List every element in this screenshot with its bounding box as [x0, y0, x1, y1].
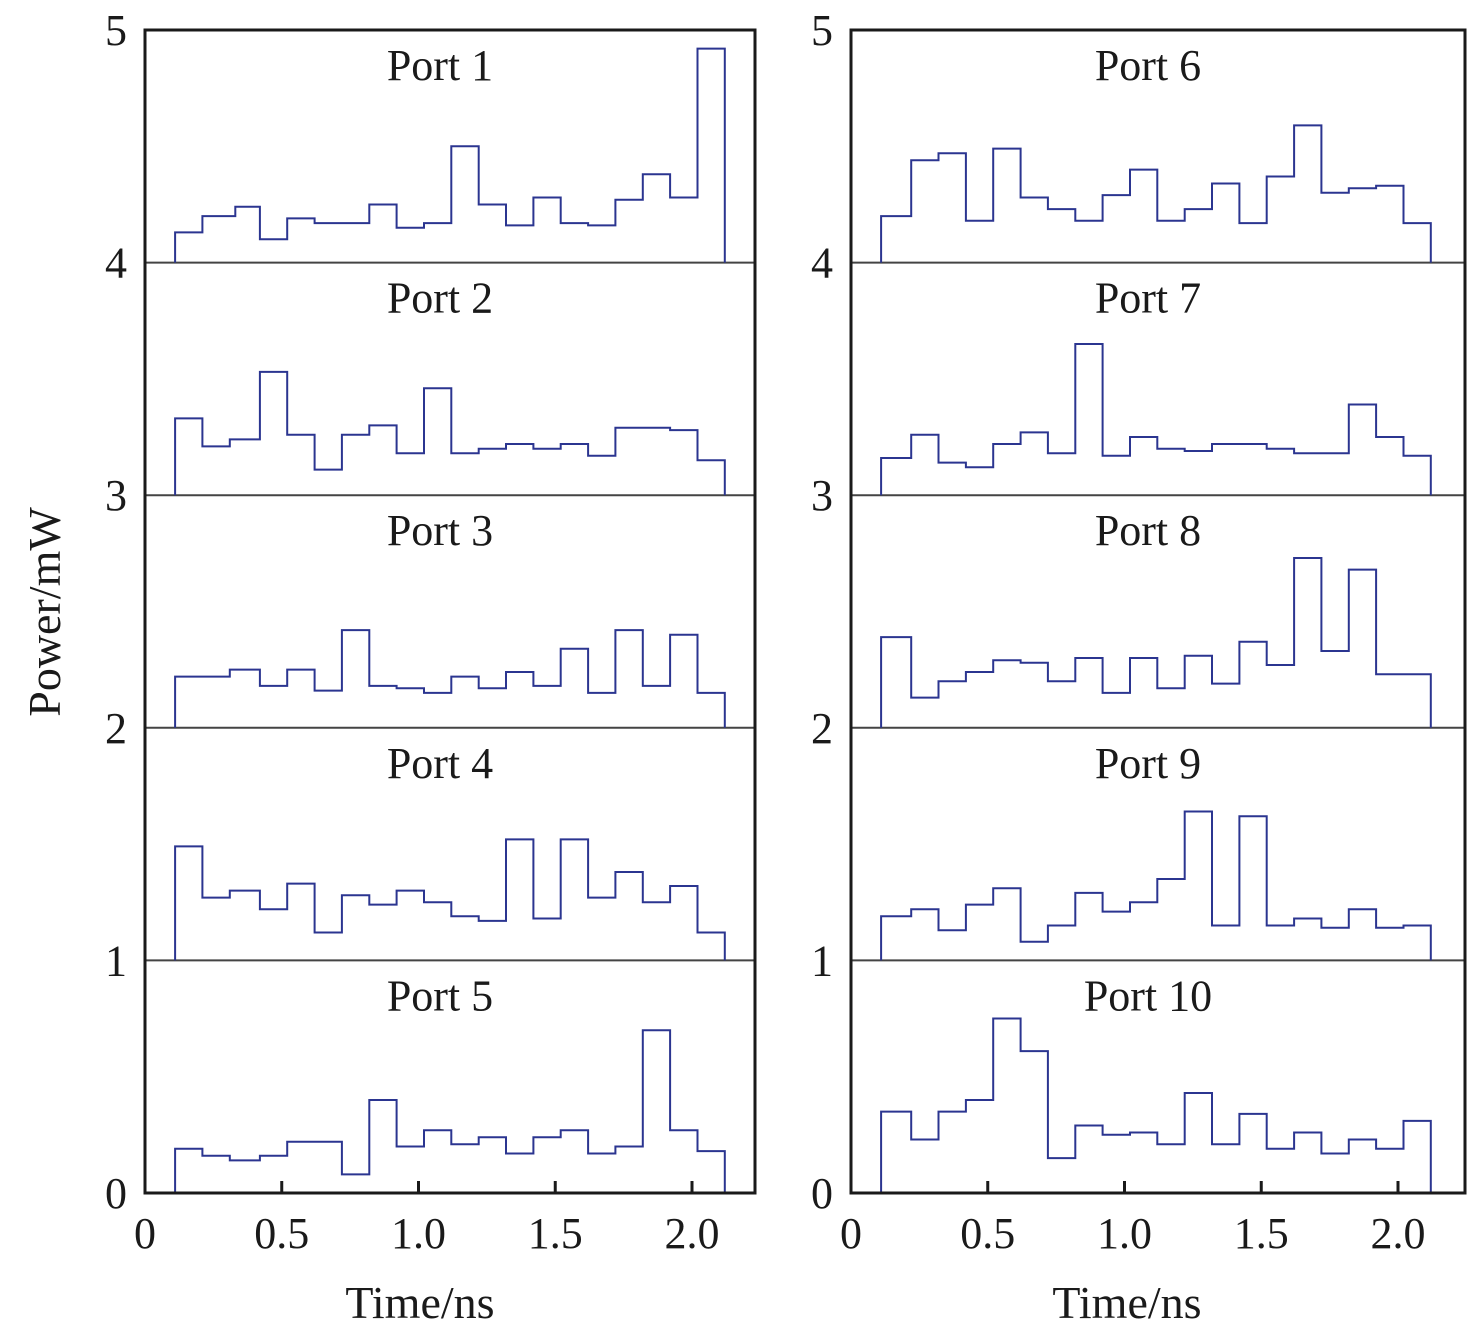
trace-port-9	[880, 810, 1432, 961]
y-axis-title: Power/mW	[19, 507, 70, 717]
y-tick-label: 5	[811, 6, 833, 55]
trace-port-8	[880, 557, 1432, 728]
trace-port-2	[174, 370, 726, 496]
port-label: Port 10	[1084, 971, 1212, 1020]
x-tick-label: 0	[134, 1209, 156, 1258]
plot-frame	[143, 28, 757, 1195]
port-label: Port 3	[387, 506, 493, 555]
port-label: Port 4	[387, 739, 493, 788]
port-label: Port 6	[1095, 41, 1201, 90]
port-label: Port 1	[387, 41, 493, 90]
trace-port-4	[174, 838, 726, 961]
y-tick-label: 1	[105, 936, 127, 985]
plot-frame	[849, 28, 1467, 1195]
x-tick-label: 0.5	[960, 1209, 1015, 1258]
trace-port-7	[880, 343, 1432, 496]
y-tick-label: 3	[105, 471, 127, 520]
y-tick-label: 0	[811, 1169, 833, 1218]
trace-port-1	[174, 47, 726, 263]
x-tick-label: 1.5	[528, 1209, 583, 1258]
y-tick-label: 3	[811, 471, 833, 520]
x-tick-label: 1.5	[1234, 1209, 1289, 1258]
panel-right: 0 1 2 3 4 5 0 0.5 1.0 1.5 2.0 Port 6 Port 7 Port 8 Por…	[811, 6, 1467, 1258]
x-tick-label: 1.0	[1097, 1209, 1152, 1258]
y-tick-label: 2	[811, 704, 833, 753]
y-tick-label: 0	[105, 1169, 127, 1218]
y-tick-label: 1	[811, 936, 833, 985]
x-tick-label: 0.5	[254, 1209, 309, 1258]
port-label: Port 8	[1095, 506, 1201, 555]
y-tick-label: 5	[105, 6, 127, 55]
x-axis-title-right: Time/ns	[1052, 1277, 1201, 1328]
y-tick-label: 4	[811, 239, 833, 288]
x-tick-label: 1.0	[391, 1209, 446, 1258]
trace-port-10	[880, 1017, 1432, 1193]
trace-port-3	[174, 629, 726, 728]
x-tick-label: 2.0	[665, 1209, 720, 1258]
port-label: Port 5	[387, 971, 493, 1020]
port-label: Port 7	[1095, 274, 1201, 323]
x-axis-title-left: Time/ns	[345, 1277, 494, 1328]
x-tick-label: 0	[840, 1209, 862, 1258]
trace-port-5	[174, 1029, 726, 1193]
x-tick-label: 2.0	[1371, 1209, 1426, 1258]
trace-port-6	[880, 124, 1432, 263]
y-tick-label: 4	[105, 239, 127, 288]
panel-left: 0 1 2 3 4 5 0 0.5 1.0 1.5 2.0 Port 1 Port 2 Port 3 Por…	[105, 6, 757, 1258]
port-label: Port 2	[387, 274, 493, 323]
port-label: Port 9	[1095, 739, 1201, 788]
y-tick-label: 2	[105, 704, 127, 753]
